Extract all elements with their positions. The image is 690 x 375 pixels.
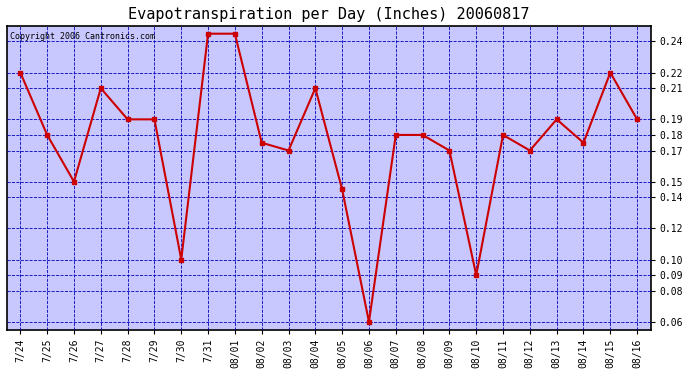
Title: Evapotranspiration per Day (Inches) 20060817: Evapotranspiration per Day (Inches) 2006… bbox=[128, 7, 529, 22]
Text: Copyright 2006 Cantronics.com: Copyright 2006 Cantronics.com bbox=[10, 32, 155, 41]
